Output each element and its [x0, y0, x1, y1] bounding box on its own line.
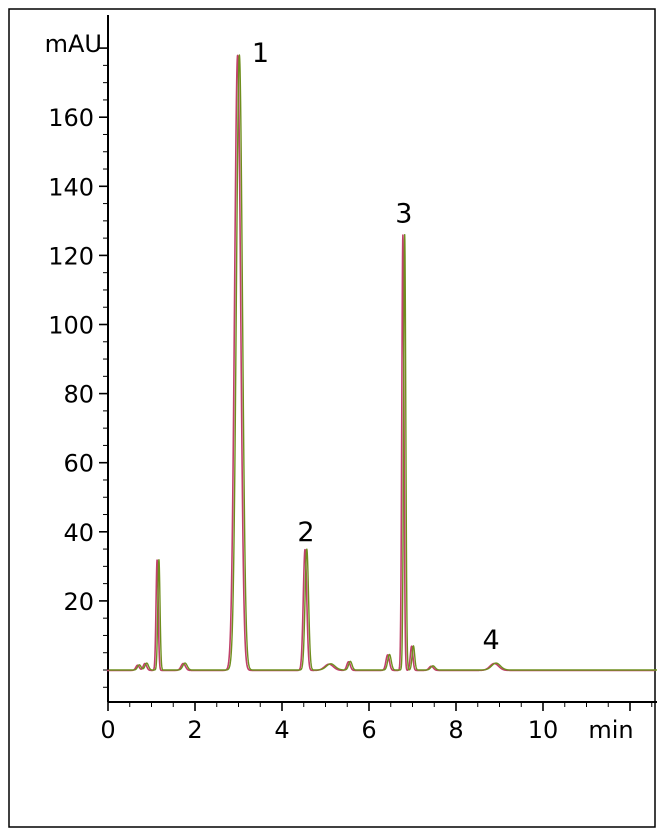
y-tick-label: 60	[63, 450, 94, 478]
y-axis-unit-label: mAU	[45, 30, 102, 58]
y-tick-label: 100	[48, 312, 94, 340]
y-tick-label: 40	[63, 519, 94, 547]
x-tick-label: 6	[361, 716, 376, 744]
y-tick-label: 140	[48, 173, 94, 201]
peak-label-2: 2	[297, 517, 314, 548]
peak-label-4: 4	[483, 625, 500, 656]
chart-frame	[8, 8, 656, 828]
x-axis-ticks: 0 2 4 6 8 10	[100, 702, 653, 744]
peak-labels: 1 2 3 4	[252, 38, 500, 656]
x-tick-label: 8	[448, 716, 463, 744]
y-tick-label: 160	[48, 104, 94, 132]
x-axis-unit-label: min	[588, 716, 633, 744]
peak-label-1: 1	[252, 38, 269, 69]
x-tick-label: 2	[187, 716, 202, 744]
x-tick-label: 10	[528, 716, 559, 744]
y-tick-label: 80	[63, 381, 94, 409]
trace-line-b	[108, 54, 657, 671]
y-axis-ticks: 20 40 60 80 100 120 140 160	[48, 47, 108, 688]
x-tick-label: 4	[274, 716, 289, 744]
trace-line-a	[106, 54, 656, 672]
y-tick-label: 120	[48, 242, 94, 270]
peak-label-3: 3	[395, 199, 412, 230]
x-tick-label: 0	[100, 716, 115, 744]
y-tick-label: 20	[63, 588, 94, 616]
